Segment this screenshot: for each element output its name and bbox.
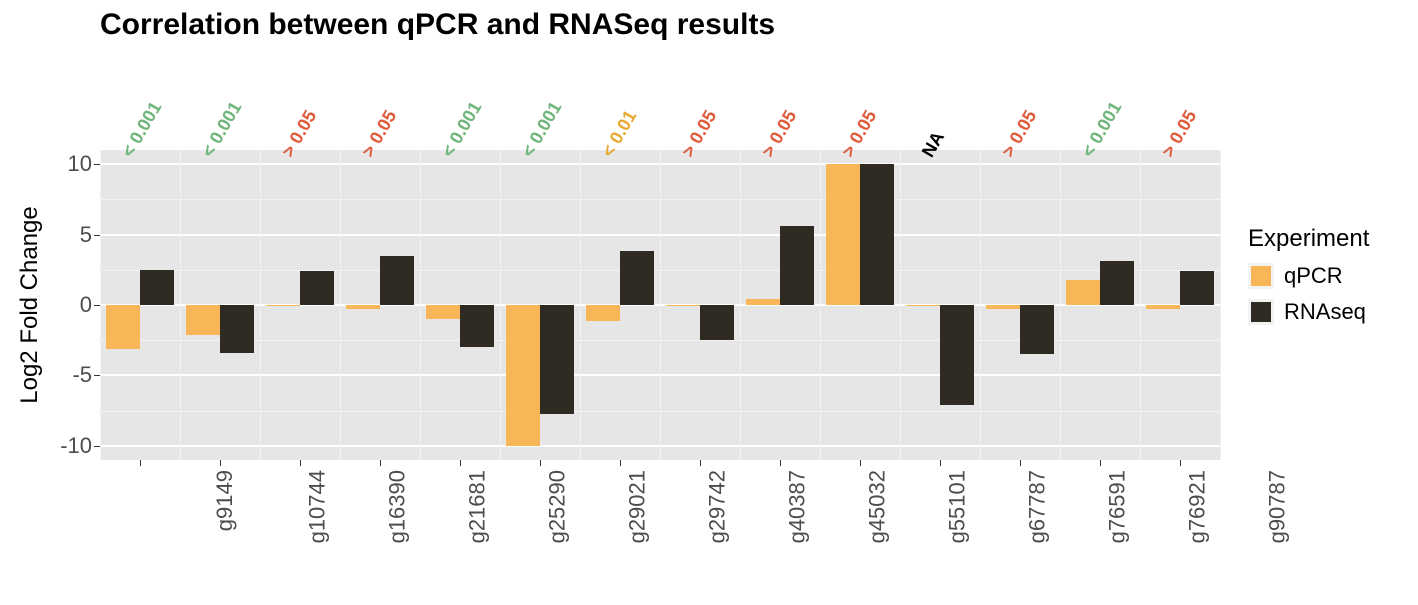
x-tick-label: g45032 bbox=[864, 470, 890, 543]
vline-minor bbox=[580, 150, 581, 460]
y-tick-mark bbox=[94, 164, 100, 165]
x-tick-label: g16390 bbox=[384, 470, 410, 543]
bar-qpcr bbox=[666, 305, 700, 306]
chart-container: Correlation between qPCR and RNASeq resu… bbox=[0, 0, 1418, 605]
y-tick-mark bbox=[94, 375, 100, 376]
legend-color-icon bbox=[1251, 302, 1271, 322]
legend-swatch bbox=[1248, 299, 1274, 325]
legend-swatch bbox=[1248, 263, 1274, 289]
vline-minor bbox=[740, 150, 741, 460]
x-tick-label: g40387 bbox=[784, 470, 810, 543]
y-tick-mark bbox=[94, 235, 100, 236]
bar-qpcr bbox=[266, 305, 300, 306]
bar-rnaseq bbox=[300, 271, 334, 305]
y-tick-label: 10 bbox=[52, 151, 92, 177]
y-tick-mark bbox=[94, 446, 100, 447]
bar-rnaseq bbox=[1180, 271, 1214, 305]
x-tick-label: g67787 bbox=[1024, 470, 1050, 543]
bar-rnaseq bbox=[540, 305, 574, 414]
bar-qpcr bbox=[1146, 305, 1180, 309]
legend-label: qPCR bbox=[1284, 263, 1343, 289]
y-tick-label: -10 bbox=[52, 433, 92, 459]
vline-minor bbox=[500, 150, 501, 460]
x-tick-mark bbox=[940, 460, 941, 466]
chart-title: Correlation between qPCR and RNASeq resu… bbox=[100, 8, 775, 42]
x-tick-label: g29742 bbox=[704, 470, 730, 543]
legend: Experiment qPCR RNAseq bbox=[1248, 225, 1369, 325]
x-tick-label: g29021 bbox=[624, 470, 650, 543]
x-tick-mark bbox=[380, 460, 381, 466]
bar-rnaseq bbox=[780, 226, 814, 305]
vline-minor bbox=[980, 150, 981, 460]
x-tick-mark bbox=[700, 460, 701, 466]
bar-qpcr bbox=[746, 299, 780, 305]
vline-minor bbox=[1140, 150, 1141, 460]
vline-minor bbox=[100, 150, 101, 460]
x-tick-label: g76921 bbox=[1184, 470, 1210, 543]
bar-rnaseq bbox=[220, 305, 254, 353]
x-tick-mark bbox=[860, 460, 861, 466]
bar-qpcr bbox=[826, 164, 860, 305]
legend-label: RNAseq bbox=[1284, 299, 1366, 325]
x-tick-mark bbox=[140, 460, 141, 466]
y-tick-label: 5 bbox=[52, 222, 92, 248]
x-tick-label: g25290 bbox=[544, 470, 570, 543]
bar-rnaseq bbox=[140, 270, 174, 305]
vline-minor bbox=[820, 150, 821, 460]
legend-color-icon bbox=[1251, 266, 1271, 286]
x-tick-mark bbox=[1100, 460, 1101, 466]
bar-qpcr bbox=[586, 305, 620, 321]
legend-item: RNAseq bbox=[1248, 299, 1369, 325]
bar-qpcr bbox=[986, 305, 1020, 309]
vline-minor bbox=[660, 150, 661, 460]
vline-minor bbox=[340, 150, 341, 460]
bar-rnaseq bbox=[1020, 305, 1054, 354]
x-tick-label: g76591 bbox=[1104, 470, 1130, 543]
legend-title: Experiment bbox=[1248, 225, 1369, 253]
bar-qpcr bbox=[186, 305, 220, 335]
x-tick-mark bbox=[460, 460, 461, 466]
y-tick-label: -5 bbox=[52, 362, 92, 388]
legend-item: qPCR bbox=[1248, 263, 1369, 289]
bar-rnaseq bbox=[620, 251, 654, 305]
vline-minor bbox=[900, 150, 901, 460]
x-tick-mark bbox=[220, 460, 221, 466]
vline-minor bbox=[1060, 150, 1061, 460]
bar-rnaseq bbox=[1100, 261, 1134, 305]
vline-minor bbox=[1220, 150, 1221, 460]
x-tick-mark bbox=[780, 460, 781, 466]
x-tick-label: g21681 bbox=[464, 470, 490, 543]
bar-qpcr bbox=[426, 305, 460, 319]
x-tick-mark bbox=[1020, 460, 1021, 466]
y-tick-label: 0 bbox=[52, 292, 92, 318]
plot-panel bbox=[100, 150, 1220, 460]
bar-qpcr bbox=[506, 305, 540, 446]
bar-qpcr bbox=[1066, 280, 1100, 305]
bar-rnaseq bbox=[460, 305, 494, 347]
x-tick-mark bbox=[620, 460, 621, 466]
x-tick-mark bbox=[1180, 460, 1181, 466]
vline-minor bbox=[420, 150, 421, 460]
bar-qpcr bbox=[106, 305, 140, 349]
y-tick-mark bbox=[94, 305, 100, 306]
vline-minor bbox=[180, 150, 181, 460]
x-tick-label: g55101 bbox=[944, 470, 970, 543]
bar-qpcr bbox=[906, 305, 940, 306]
x-tick-label: g90787 bbox=[1264, 470, 1290, 543]
vline-minor bbox=[260, 150, 261, 460]
bar-qpcr bbox=[346, 305, 380, 309]
bar-rnaseq bbox=[380, 256, 414, 305]
x-tick-label: g10744 bbox=[304, 470, 330, 543]
bar-rnaseq bbox=[940, 305, 974, 405]
y-axis-title: Log2 Fold Change bbox=[16, 206, 44, 403]
x-tick-mark bbox=[540, 460, 541, 466]
x-tick-label: g9149 bbox=[212, 470, 238, 531]
x-tick-mark bbox=[300, 460, 301, 466]
bar-rnaseq bbox=[860, 164, 894, 305]
bar-rnaseq bbox=[700, 305, 734, 340]
